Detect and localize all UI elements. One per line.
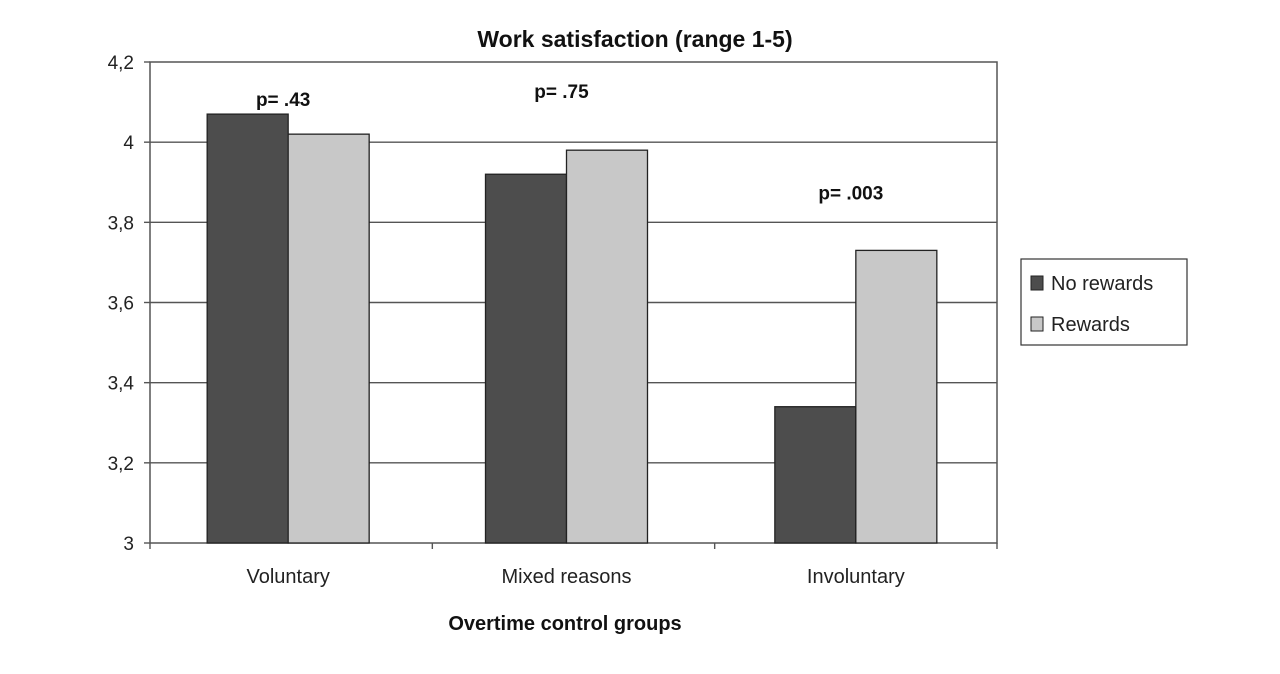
legend-box (1020, 258, 1188, 346)
x-tick-label: Voluntary (246, 566, 329, 588)
bar-rewards (855, 249, 938, 544)
bar-no-rewards (206, 113, 289, 544)
bars (206, 113, 938, 544)
chart-title: Work satisfaction (range 1-5) (477, 26, 792, 52)
x-tick-label: Mixed reasons (501, 566, 631, 588)
bar-rewards (565, 149, 649, 544)
x-tick-label: Involuntary (807, 566, 905, 588)
x-axis-label: Overtime control groups (448, 613, 681, 635)
x-axis-ticks: Voluntary Mixed reasons Involuntary (149, 543, 998, 588)
legend-swatch (1030, 316, 1044, 332)
y-axis-ticks: 3 3,2 3,4 3,6 3,8 4 4,2 (108, 53, 150, 555)
y-tick-label: 3,8 (108, 213, 134, 234)
bar-no-rewards (774, 406, 857, 544)
p-value-label: p= .43 (256, 90, 310, 111)
p-value-label: p= .75 (534, 82, 589, 103)
y-tick-label: 4 (123, 133, 134, 154)
bar-no-rewards (484, 173, 568, 544)
legend-label: Rewards (1051, 314, 1130, 336)
y-tick-label: 4,2 (108, 53, 134, 74)
y-tick-label: 3,2 (108, 454, 134, 475)
p-value-label: p= .003 (818, 183, 883, 204)
y-tick-label: 3,6 (108, 294, 134, 315)
legend-label: No rewards (1051, 273, 1153, 295)
p-value-annotations: p= .43 p= .75 p= .003 (256, 82, 883, 204)
y-tick-label: 3 (123, 534, 134, 555)
legend: No rewards Rewards (1020, 258, 1188, 346)
legend-swatch (1030, 275, 1044, 291)
y-tick-label: 3,4 (108, 374, 135, 395)
bar-rewards (287, 133, 370, 544)
